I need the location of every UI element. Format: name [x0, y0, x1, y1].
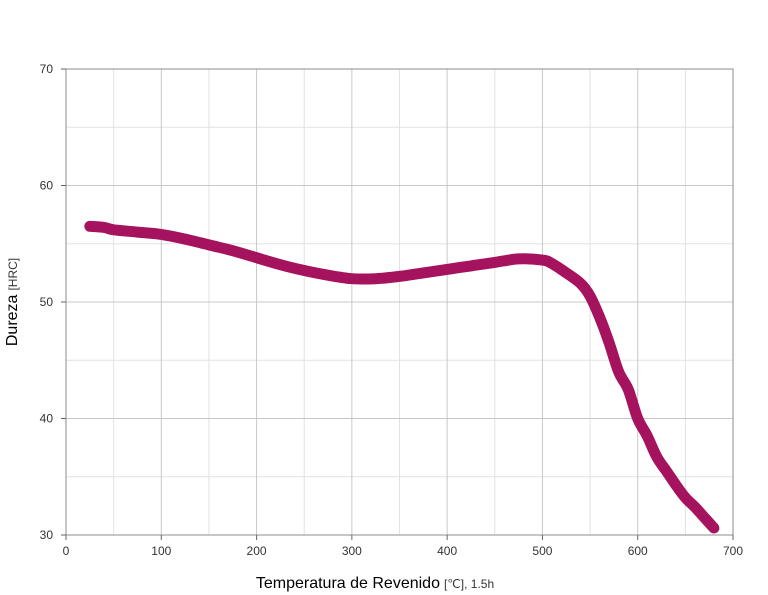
x-tick-label: 400	[437, 544, 457, 558]
x-tick-label: 200	[247, 544, 267, 558]
x-axis-label: Temperatura de Revenido	[256, 575, 440, 592]
series-layer	[84, 220, 720, 534]
y-axis-label: Dureza	[4, 294, 21, 346]
y-tick-label: 30	[40, 528, 54, 542]
y-tick-label: 70	[40, 62, 54, 76]
hardness-series-line	[84, 220, 720, 534]
y-axis-unit: [HRC]	[6, 258, 20, 291]
y-tick-label: 50	[40, 295, 54, 309]
y-tick-label: 40	[40, 412, 54, 426]
x-axis-title: Temperatura de Revenido [℃], 1.5h	[256, 575, 494, 592]
x-axis-ticks: 0 100 200 300 400 500 600 700	[63, 535, 743, 558]
x-tick-label: 700	[723, 544, 743, 558]
x-tick-label: 600	[628, 544, 648, 558]
y-tick-label: 60	[40, 179, 54, 193]
y-axis-title: Dureza [HRC]	[4, 258, 21, 346]
x-axis-unit: [℃], 1.5h	[444, 577, 494, 591]
x-tick-label: 0	[63, 544, 70, 558]
x-tick-label: 300	[342, 544, 362, 558]
x-tick-label: 500	[532, 544, 552, 558]
y-axis-ticks: 30 40 50 60 70	[40, 62, 66, 542]
x-tick-label: 100	[151, 544, 171, 558]
